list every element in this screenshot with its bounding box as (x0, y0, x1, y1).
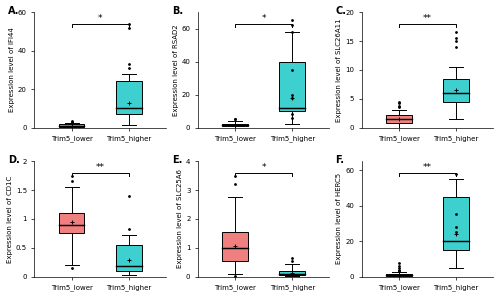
Bar (222, 124, 248, 126)
Y-axis label: Expression level of CD1C: Expression level of CD1C (7, 175, 13, 263)
Text: D.: D. (8, 155, 20, 165)
Text: B.: B. (172, 6, 183, 16)
Y-axis label: Expression level of HERC5: Expression level of HERC5 (336, 173, 342, 265)
Text: **: ** (423, 14, 432, 23)
Y-axis label: Expression level of RSAD2: Expression level of RSAD2 (172, 24, 178, 116)
Bar (116, 245, 141, 271)
Bar (116, 81, 141, 114)
Bar (58, 213, 84, 233)
Bar (386, 115, 411, 123)
Text: **: ** (423, 163, 432, 172)
Text: E.: E. (172, 155, 182, 165)
Text: C.: C. (336, 6, 346, 16)
Text: *: * (262, 163, 266, 172)
Bar (443, 197, 469, 250)
Bar (222, 232, 248, 261)
Text: **: ** (96, 163, 104, 172)
Bar (58, 124, 84, 127)
Bar (386, 274, 411, 276)
Text: F.: F. (336, 155, 344, 165)
Text: *: * (98, 14, 102, 23)
Bar (280, 62, 305, 111)
Y-axis label: Expression level of SLC26A11: Expression level of SLC26A11 (336, 18, 342, 122)
Bar (443, 79, 469, 102)
Text: A.: A. (8, 6, 20, 16)
Y-axis label: Expression level of SLC25A6: Expression level of SLC25A6 (177, 170, 183, 268)
Bar (280, 271, 305, 275)
Text: *: * (262, 14, 266, 23)
Y-axis label: Expression level of IFI44: Expression level of IFI44 (9, 27, 15, 112)
